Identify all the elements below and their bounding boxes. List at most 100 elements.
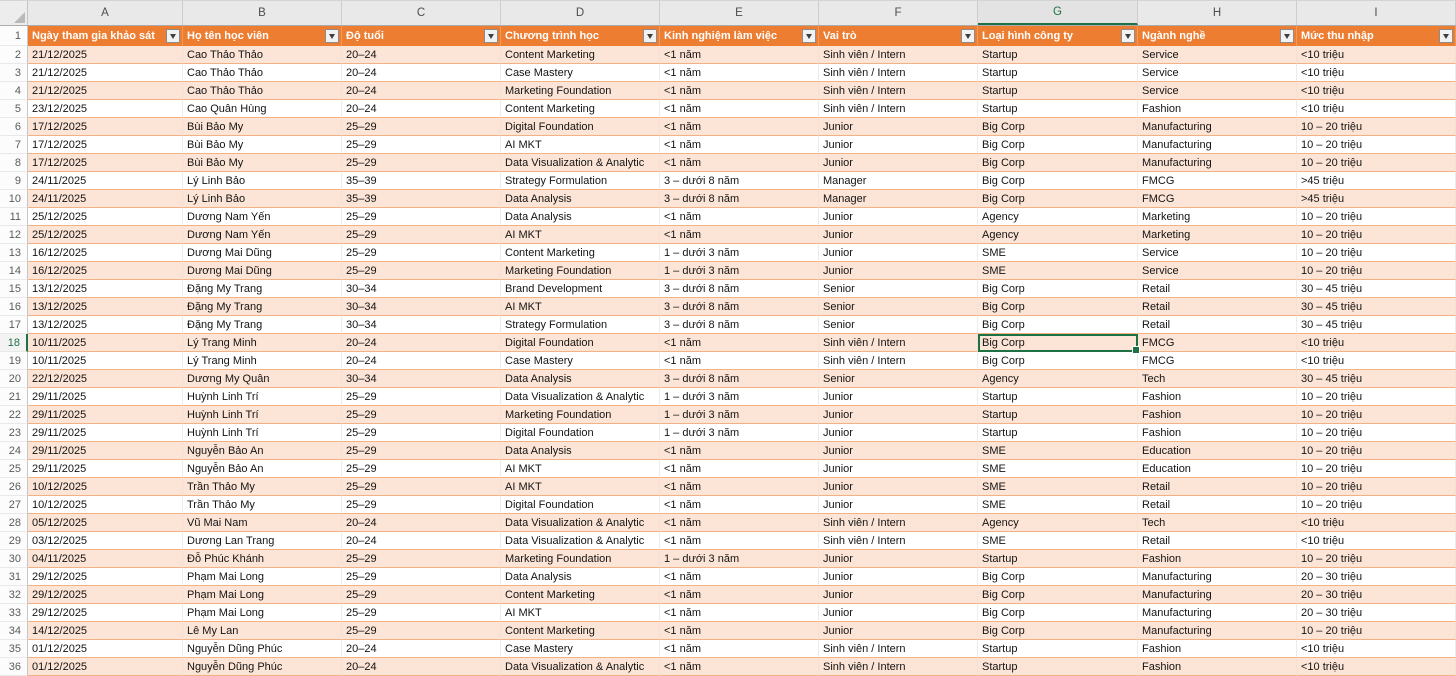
cell-G8[interactable]: Big Corp (978, 154, 1138, 172)
row-number-29[interactable]: 29 (0, 532, 28, 550)
cell-G19[interactable]: Big Corp (978, 352, 1138, 370)
cell-C33[interactable]: 25–29 (342, 604, 501, 622)
cell-C10[interactable]: 35–39 (342, 190, 501, 208)
cell-E17[interactable]: 3 – dưới 8 năm (660, 316, 819, 334)
cell-A17[interactable]: 13/12/2025 (28, 316, 183, 334)
cell-H28[interactable]: Tech (1138, 514, 1297, 532)
cell-F18[interactable]: Sinh viên / Intern (819, 334, 978, 352)
cell-A15[interactable]: 13/12/2025 (28, 280, 183, 298)
cell-F9[interactable]: Manager (819, 172, 978, 190)
cell-D36[interactable]: Data Visualization & Analytic (501, 658, 660, 676)
cell-C32[interactable]: 25–29 (342, 586, 501, 604)
cell-D28[interactable]: Data Visualization & Analytic (501, 514, 660, 532)
cell-I16[interactable]: 30 – 45 triệu (1297, 298, 1456, 316)
row-number-2[interactable]: 2 (0, 46, 28, 64)
row-number-31[interactable]: 31 (0, 568, 28, 586)
row-number-26[interactable]: 26 (0, 478, 28, 496)
cell-G29[interactable]: SME (978, 532, 1138, 550)
cell-C24[interactable]: 25–29 (342, 442, 501, 460)
cell-G32[interactable]: Big Corp (978, 586, 1138, 604)
cell-I4[interactable]: <10 triệu (1297, 82, 1456, 100)
cell-A4[interactable]: 21/12/2025 (28, 82, 183, 100)
cell-I11[interactable]: 10 – 20 triệu (1297, 208, 1456, 226)
cell-G5[interactable]: Startup (978, 100, 1138, 118)
cell-H32[interactable]: Manufacturing (1138, 586, 1297, 604)
column-letter-C[interactable]: C (342, 1, 501, 25)
cell-B31[interactable]: Phạm Mai Long (183, 568, 342, 586)
column-letter-I[interactable]: I (1297, 1, 1456, 25)
cell-E31[interactable]: <1 năm (660, 568, 819, 586)
cell-B29[interactable]: Dương Lan Trang (183, 532, 342, 550)
cell-F17[interactable]: Senior (819, 316, 978, 334)
cell-A30[interactable]: 04/11/2025 (28, 550, 183, 568)
cell-G24[interactable]: SME (978, 442, 1138, 460)
cell-A13[interactable]: 16/12/2025 (28, 244, 183, 262)
cell-E19[interactable]: <1 năm (660, 352, 819, 370)
row-number-16[interactable]: 16 (0, 298, 28, 316)
cell-C15[interactable]: 30–34 (342, 280, 501, 298)
cell-D13[interactable]: Content Marketing (501, 244, 660, 262)
cell-A28[interactable]: 05/12/2025 (28, 514, 183, 532)
cell-C29[interactable]: 20–24 (342, 532, 501, 550)
cell-D18[interactable]: Digital Foundation (501, 334, 660, 352)
cell-C25[interactable]: 25–29 (342, 460, 501, 478)
cell-A33[interactable]: 29/12/2025 (28, 604, 183, 622)
cell-I15[interactable]: 30 – 45 triệu (1297, 280, 1456, 298)
row-number-15[interactable]: 15 (0, 280, 28, 298)
cell-A20[interactable]: 22/12/2025 (28, 370, 183, 388)
cell-G2[interactable]: Startup (978, 46, 1138, 64)
cell-H24[interactable]: Education (1138, 442, 1297, 460)
cell-E21[interactable]: 1 – dưới 3 năm (660, 388, 819, 406)
cell-F15[interactable]: Senior (819, 280, 978, 298)
row-number-18[interactable]: 18 (0, 334, 28, 352)
cell-B10[interactable]: Lý Linh Bảo (183, 190, 342, 208)
cell-C22[interactable]: 25–29 (342, 406, 501, 424)
cell-E10[interactable]: 3 – dưới 8 năm (660, 190, 819, 208)
cell-D8[interactable]: Data Visualization & Analytic (501, 154, 660, 172)
row-number-22[interactable]: 22 (0, 406, 28, 424)
cell-A34[interactable]: 14/12/2025 (28, 622, 183, 640)
row-number-24[interactable]: 24 (0, 442, 28, 460)
cell-F36[interactable]: Sinh viên / Intern (819, 658, 978, 676)
cell-D9[interactable]: Strategy Formulation (501, 172, 660, 190)
cell-F8[interactable]: Junior (819, 154, 978, 172)
cell-H5[interactable]: Fashion (1138, 100, 1297, 118)
cell-G30[interactable]: Startup (978, 550, 1138, 568)
cell-C23[interactable]: 25–29 (342, 424, 501, 442)
cell-D29[interactable]: Data Visualization & Analytic (501, 532, 660, 550)
cell-B4[interactable]: Cao Thảo Thảo (183, 82, 342, 100)
cell-I7[interactable]: 10 – 20 triệu (1297, 136, 1456, 154)
cell-F29[interactable]: Sinh viên / Intern (819, 532, 978, 550)
cell-F19[interactable]: Sinh viên / Intern (819, 352, 978, 370)
cell-H7[interactable]: Manufacturing (1138, 136, 1297, 154)
row-number-17[interactable]: 17 (0, 316, 28, 334)
cell-D32[interactable]: Content Marketing (501, 586, 660, 604)
cell-I10[interactable]: >45 triệu (1297, 190, 1456, 208)
cell-C8[interactable]: 25–29 (342, 154, 501, 172)
cell-C26[interactable]: 25–29 (342, 478, 501, 496)
cell-D14[interactable]: Marketing Foundation (501, 262, 660, 280)
cell-G23[interactable]: Startup (978, 424, 1138, 442)
cell-I9[interactable]: >45 triệu (1297, 172, 1456, 190)
cell-D31[interactable]: Data Analysis (501, 568, 660, 586)
cell-D12[interactable]: AI MKT (501, 226, 660, 244)
cell-A16[interactable]: 13/12/2025 (28, 298, 183, 316)
row-number-10[interactable]: 10 (0, 190, 28, 208)
cell-C18[interactable]: 20–24 (342, 334, 501, 352)
row-number-6[interactable]: 6 (0, 118, 28, 136)
cell-G28[interactable]: Agency (978, 514, 1138, 532)
column-letter-D[interactable]: D (501, 1, 660, 25)
cell-C3[interactable]: 20–24 (342, 64, 501, 82)
cell-C4[interactable]: 20–24 (342, 82, 501, 100)
cell-F16[interactable]: Senior (819, 298, 978, 316)
row-number-20[interactable]: 20 (0, 370, 28, 388)
cell-H27[interactable]: Retail (1138, 496, 1297, 514)
column-header-H[interactable]: Ngành nghề (1138, 26, 1297, 46)
cell-A2[interactable]: 21/12/2025 (28, 46, 183, 64)
row-number-21[interactable]: 21 (0, 388, 28, 406)
cell-C19[interactable]: 20–24 (342, 352, 501, 370)
cell-C12[interactable]: 25–29 (342, 226, 501, 244)
cell-I20[interactable]: 30 – 45 triệu (1297, 370, 1456, 388)
cell-F4[interactable]: Sinh viên / Intern (819, 82, 978, 100)
cell-I29[interactable]: <10 triệu (1297, 532, 1456, 550)
